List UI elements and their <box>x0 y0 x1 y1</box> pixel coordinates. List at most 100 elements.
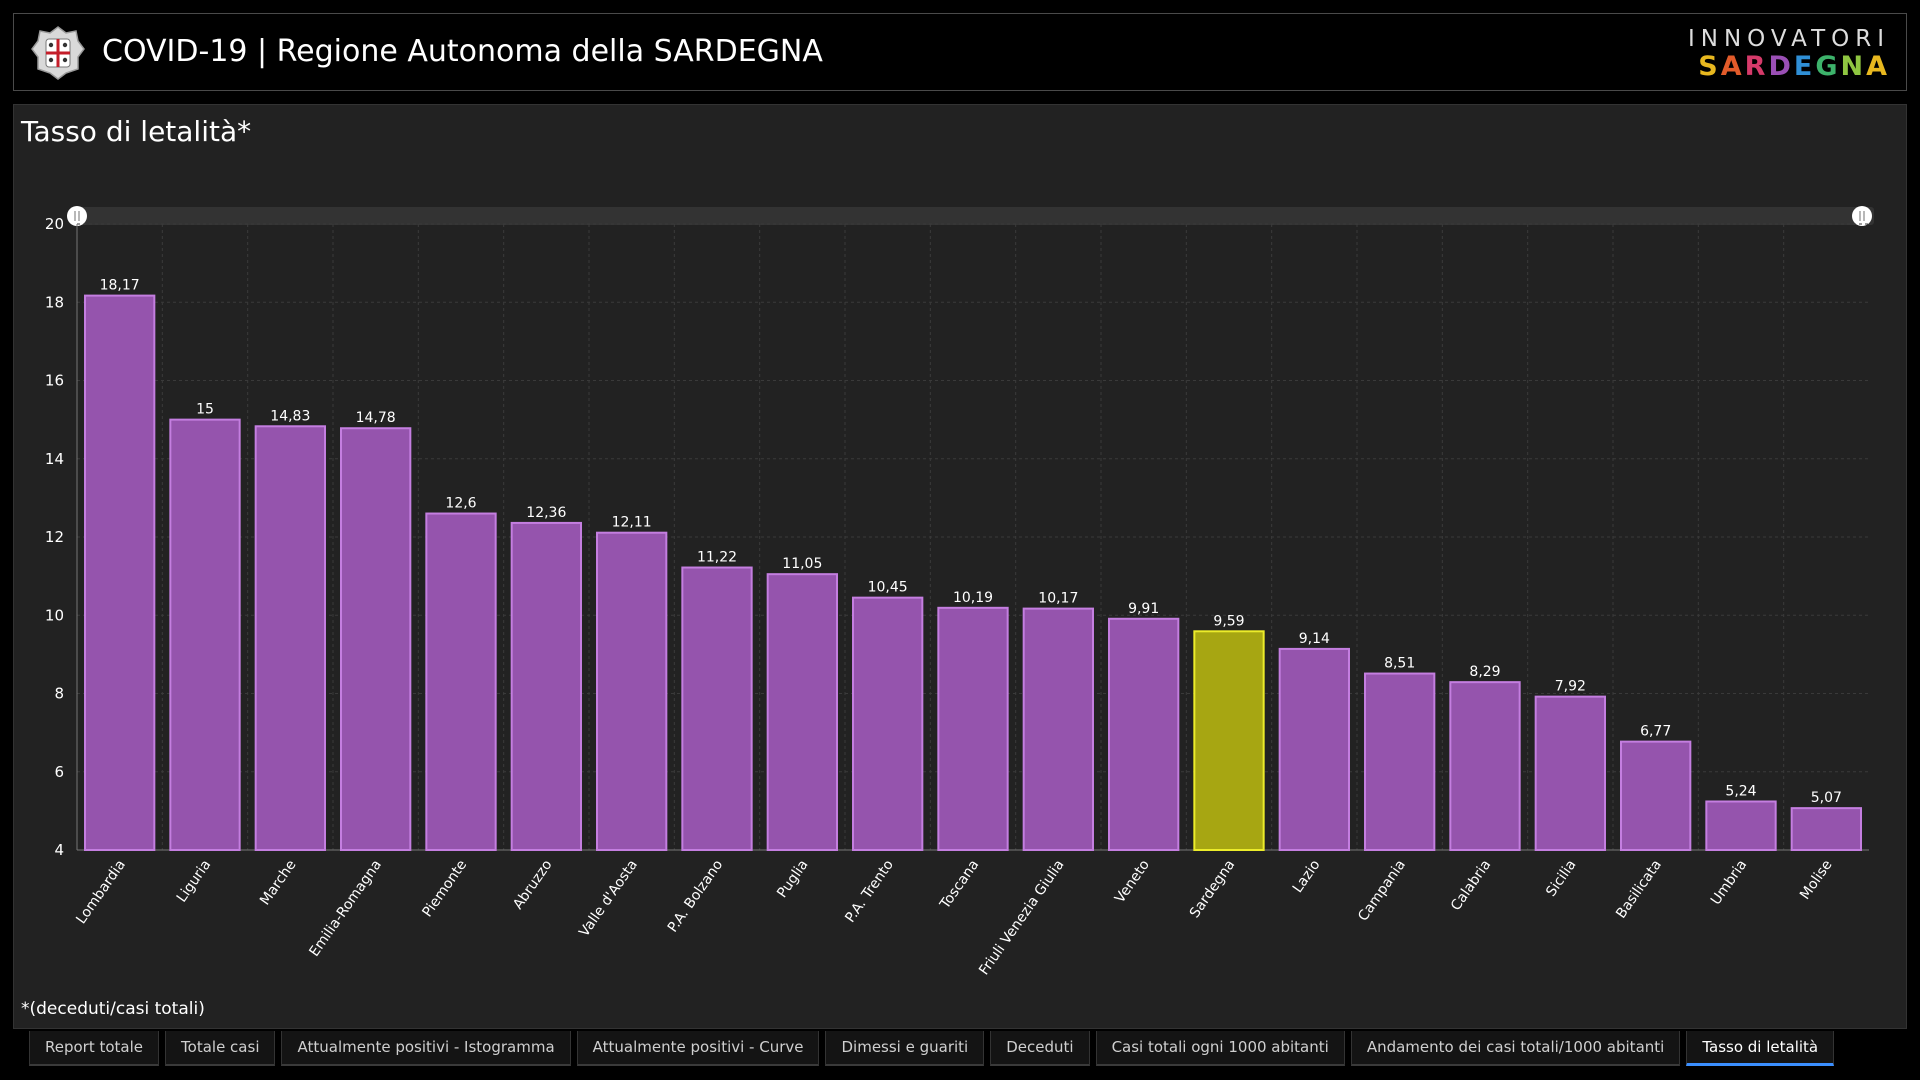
bar-friuli-venezia-giulia[interactable] <box>1022 607 1095 851</box>
bar-liguria[interactable] <box>169 418 241 851</box>
range-handle-left[interactable] <box>67 206 87 226</box>
tab-tasso-di-letalit[interactable]: Tasso di letalità <box>1686 1031 1835 1066</box>
brand-bottom-text: SARDEGNA <box>1688 52 1890 82</box>
y-tick-label: 14 <box>45 450 64 468</box>
bar-p-a-trento[interactable] <box>852 596 924 851</box>
y-tick-label: 20 <box>45 215 64 233</box>
chart-title: Tasso di letalità* <box>21 115 252 148</box>
x-tick-label: Abruzzo <box>510 857 555 912</box>
region-emblem-icon <box>31 26 85 80</box>
bar-value-label: 11,22 <box>697 550 737 566</box>
bar-umbria[interactable] <box>1705 800 1777 851</box>
tab-attualmente-positivi-istogramma[interactable]: Attualmente positivi - Istogramma <box>281 1031 571 1066</box>
bar-emilia-romagna[interactable] <box>340 427 412 851</box>
tab-deceduti[interactable]: Deceduti <box>990 1031 1090 1066</box>
bar-molise[interactable] <box>1790 807 1862 851</box>
bar-value-label: 5,07 <box>1811 790 1842 806</box>
chart-panel: Tasso di letalità* 4 6 8 10 12 14 16 18 20 18,17 L… <box>13 104 1907 1029</box>
tab-andamento-dei-casi-totali-1000-abitanti[interactable]: Andamento dei casi totali/1000 abitanti <box>1350 1031 1681 1066</box>
bar-value-label: 15 <box>196 402 214 418</box>
x-tick-label: Molise <box>1797 857 1836 903</box>
x-tick-label: Friuli Venezia Giulia <box>976 857 1067 978</box>
y-tick-label: 10 <box>45 606 64 624</box>
bar-veneto[interactable] <box>1108 617 1180 851</box>
bar-toscana[interactable] <box>937 606 1009 851</box>
bar-value-label: 14,78 <box>356 410 396 426</box>
bar-value-label: 10,45 <box>868 580 908 596</box>
x-tick-label: Toscana <box>937 857 983 913</box>
app-header: COVID-19 | Regione Autonoma della SARDEG… <box>13 13 1907 91</box>
bar-campania[interactable] <box>1364 672 1436 852</box>
range-handle-right[interactable] <box>1852 206 1872 226</box>
y-tick-label: 8 <box>54 685 64 703</box>
bar-value-label: 10,17 <box>1038 591 1078 607</box>
bar-puglia[interactable] <box>766 573 839 851</box>
innovatori-sardegna-logo: INNOVATORI SARDEGNA <box>1688 26 1890 82</box>
tab-dimessi-e-guariti[interactable]: Dimessi e guariti <box>825 1031 985 1066</box>
x-tick-label: Puglia <box>774 857 811 901</box>
bar-sardegna[interactable] <box>1193 630 1265 852</box>
brand-letter: E <box>1793 51 1816 82</box>
y-tick-label: 4 <box>54 841 64 859</box>
x-tick-label: Piemonte <box>419 857 470 920</box>
bar-value-label: 5,24 <box>1725 783 1756 799</box>
bar-p-a-bolzano[interactable] <box>681 566 753 851</box>
bar-calabria[interactable] <box>1449 681 1521 851</box>
brand-letter: R <box>1744 51 1769 82</box>
bar-lombardia[interactable] <box>84 294 156 851</box>
bar-value-label: 18,17 <box>100 278 140 294</box>
x-tick-label: Umbria <box>1708 857 1750 908</box>
range-scroll-track[interactable] <box>72 207 1874 225</box>
x-tick-label: Emilia-Romagna <box>306 857 385 960</box>
tab-attualmente-positivi-curve[interactable]: Attualmente positivi - Curve <box>576 1031 820 1066</box>
x-tick-label: Calabria <box>1448 857 1494 914</box>
x-tick-label: Veneto <box>1112 857 1153 906</box>
bar-value-label: 6,77 <box>1640 724 1671 740</box>
tab-casi-totali-ogni-1000-abitanti[interactable]: Casi totali ogni 1000 abitanti <box>1095 1031 1345 1066</box>
y-tick-label: 16 <box>45 372 64 390</box>
x-tick-label: Marche <box>257 857 300 908</box>
brand-top-text: INNOVATORI <box>1687 26 1890 52</box>
brand-letter: D <box>1768 51 1794 82</box>
x-tick-label: Sardegna <box>1187 857 1238 921</box>
bar-value-label: 9,59 <box>1213 613 1244 629</box>
app-title: COVID-19 | Regione Autonoma della SARDEG… <box>102 34 823 69</box>
brand-letter: G <box>1815 51 1841 82</box>
bar-value-label: 9,91 <box>1128 601 1159 617</box>
x-tick-label: Valle d'Aosta <box>576 857 641 940</box>
tab-report-totale[interactable]: Report totale <box>29 1031 160 1066</box>
brand-letter: N <box>1840 51 1867 82</box>
bar-abruzzo[interactable] <box>510 521 582 851</box>
bar-value-label: 12,36 <box>526 505 566 521</box>
y-tick-label: 12 <box>45 528 64 546</box>
bar-chart: 4 6 8 10 12 14 16 18 20 18,17 Lombardia 15 Liguria 14… <box>45 206 1874 978</box>
bar-sicilia[interactable] <box>1534 695 1606 851</box>
x-tick-label: P.A. Trento <box>842 857 897 926</box>
bar-value-label: 12,11 <box>612 515 652 531</box>
bar-basilicata[interactable] <box>1620 740 1692 852</box>
x-tick-label: Liguria <box>174 857 214 905</box>
x-tick-label: Lazio <box>1290 857 1324 896</box>
tab-totale-casi[interactable]: Totale casi <box>165 1031 276 1066</box>
bar-valle-d-aosta[interactable] <box>596 531 668 851</box>
bar-value-label: 9,14 <box>1299 631 1330 647</box>
bar-value-label: 7,92 <box>1555 679 1586 695</box>
x-tick-label: P.A. Bolzano <box>665 857 727 935</box>
bar-marche[interactable] <box>254 425 327 851</box>
y-tick-label: 6 <box>54 763 64 781</box>
bar-piemonte[interactable] <box>425 512 497 851</box>
brand-letter: A <box>1720 51 1745 82</box>
bar-value-label: 10,19 <box>953 590 993 606</box>
tab-bar: Report totale Totale casi Attualmente posi… <box>29 1031 1840 1066</box>
brand-letter: A <box>1866 51 1890 82</box>
bar-value-label: 8,29 <box>1469 664 1500 680</box>
bar-lazio[interactable] <box>1278 647 1350 852</box>
x-tick-label: Lombardia <box>73 857 129 927</box>
bar-value-label: 11,05 <box>782 556 822 572</box>
bar-value-label: 12,6 <box>445 496 476 512</box>
brand-letter: S <box>1698 51 1721 82</box>
chart-footnote: *(deceduti/casi totali) <box>21 999 205 1019</box>
bar-value-label: 8,51 <box>1384 656 1415 672</box>
y-tick-label: 18 <box>45 293 64 311</box>
x-tick-label: Campania <box>1355 857 1409 924</box>
